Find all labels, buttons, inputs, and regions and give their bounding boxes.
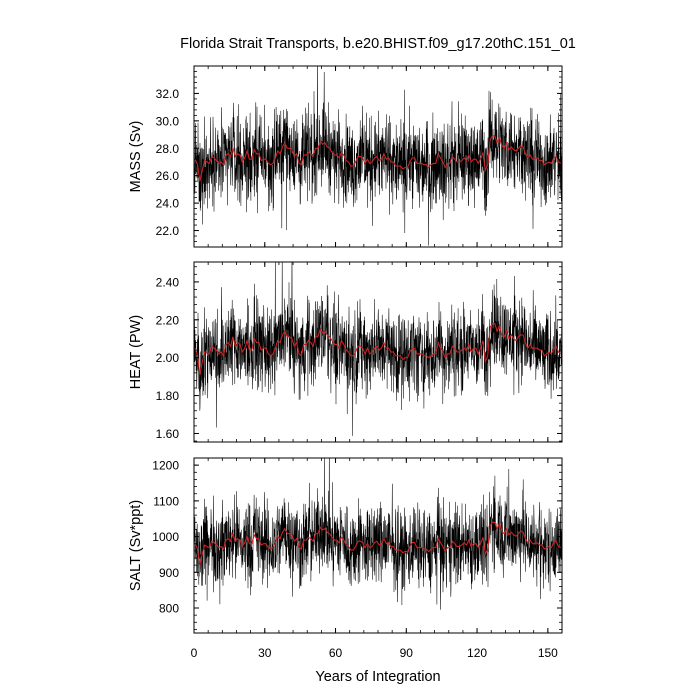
x-axis-label: Years of Integration xyxy=(315,669,440,685)
x-tick-label: 60 xyxy=(329,646,343,660)
y-axis-label: HEAT (PW) xyxy=(128,315,144,389)
y-tick-label: 900 xyxy=(159,566,179,580)
monthly-series-line xyxy=(194,458,562,610)
x-tick-label: 0 xyxy=(191,646,198,660)
y-tick-label: 28.0 xyxy=(156,142,180,156)
x-tick-label: 90 xyxy=(400,646,414,660)
x-tick-label: 120 xyxy=(467,646,487,660)
annual-mean-line xyxy=(194,323,562,375)
y-tick-label: 32.0 xyxy=(156,87,180,101)
y-tick-label: 2.00 xyxy=(156,351,180,365)
y-tick-label: 22.0 xyxy=(156,224,180,238)
y-axis-label: SALT (Sv*ppt) xyxy=(128,500,144,591)
y-tick-label: 800 xyxy=(159,602,179,616)
annual-mean-line xyxy=(194,135,562,182)
panel-2: 1.60 1.80 2.00 2.20 2.40 HEAT (PW) xyxy=(128,261,563,443)
y-tick-label: 1.60 xyxy=(156,427,180,441)
panel-1: 22.0 24.0 26.0 28.0 30.0 32.0 MASS (Sv) xyxy=(128,65,563,248)
y-tick-label: 26.0 xyxy=(156,169,180,183)
y-tick-label: 24.0 xyxy=(156,197,180,211)
x-tick-label: 30 xyxy=(258,646,272,660)
y-tick-label: 30.0 xyxy=(156,114,180,128)
monthly-series-line xyxy=(194,262,562,436)
y-tick-label: 1200 xyxy=(152,459,179,473)
x-tick-label: 150 xyxy=(538,646,558,660)
chart-title: Florida Strait Transports, b.e20.BHIST.f… xyxy=(180,36,576,52)
panel-3: 800 900 1000 1100 1200 SALT (Sv*ppt) xyxy=(128,457,563,634)
y-tick-label: 1000 xyxy=(152,530,179,544)
annual-mean-line xyxy=(194,521,562,565)
y-tick-label: 2.20 xyxy=(156,313,180,327)
y-tick-label: 2.40 xyxy=(156,275,180,289)
y-tick-label: 1.80 xyxy=(156,389,180,403)
y-axis-label: MASS (Sv) xyxy=(128,121,144,193)
y-tick-label: 1100 xyxy=(153,494,179,508)
monthly-series-line xyxy=(194,66,562,246)
